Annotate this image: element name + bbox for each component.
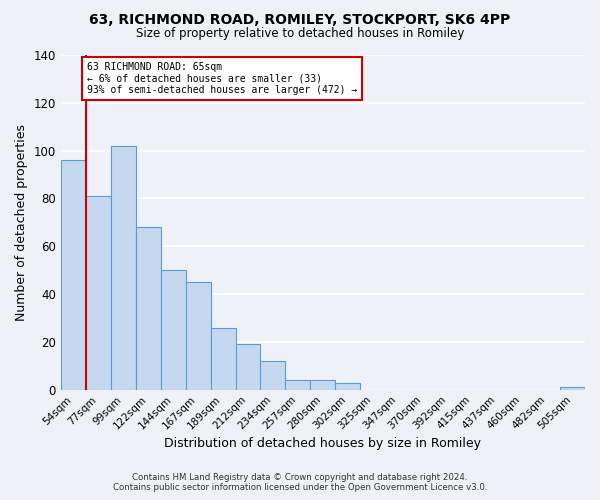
Bar [86, 196, 111, 390]
Bar [111, 146, 136, 390]
Text: 63 RICHMOND ROAD: 65sqm
← 6% of detached houses are smaller (33)
93% of semi-det: 63 RICHMOND ROAD: 65sqm ← 6% of detached… [87, 62, 357, 96]
Y-axis label: Number of detached properties: Number of detached properties [15, 124, 28, 321]
Text: Size of property relative to detached houses in Romiley: Size of property relative to detached ho… [136, 28, 464, 40]
Bar [310, 380, 335, 390]
Bar [260, 361, 286, 390]
Text: 63, RICHMOND ROAD, ROMILEY, STOCKPORT, SK6 4PP: 63, RICHMOND ROAD, ROMILEY, STOCKPORT, S… [89, 12, 511, 26]
Bar [161, 270, 185, 390]
Bar [61, 160, 86, 390]
X-axis label: Distribution of detached houses by size in Romiley: Distribution of detached houses by size … [164, 437, 481, 450]
Bar [335, 382, 361, 390]
Bar [236, 344, 260, 390]
Text: Contains HM Land Registry data © Crown copyright and database right 2024.
Contai: Contains HM Land Registry data © Crown c… [113, 473, 487, 492]
Bar [136, 227, 161, 390]
Bar [185, 282, 211, 390]
Bar [560, 388, 585, 390]
Bar [211, 328, 236, 390]
Bar [286, 380, 310, 390]
